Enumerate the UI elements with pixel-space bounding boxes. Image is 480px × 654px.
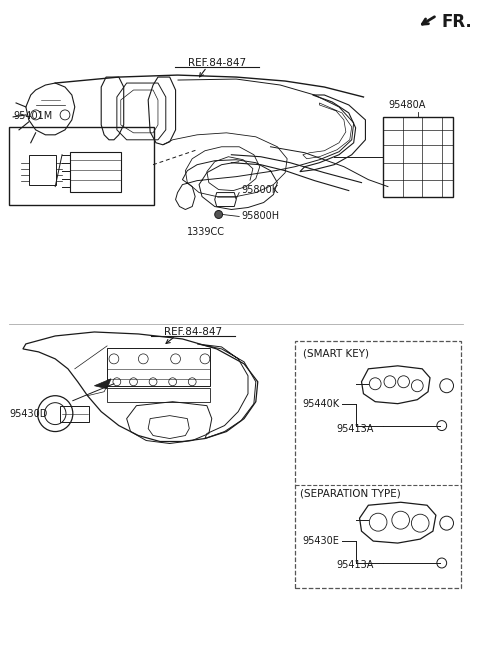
- Text: (SMART KEY): (SMART KEY): [303, 349, 369, 359]
- Bar: [60, 405, 89, 422]
- Text: 95800K: 95800K: [241, 184, 278, 195]
- Bar: [70, 152, 121, 192]
- Text: FR.: FR.: [442, 13, 472, 31]
- Text: REF.84-847: REF.84-847: [164, 327, 222, 337]
- Bar: [295, 341, 461, 588]
- Text: 1339CC: 1339CC: [187, 228, 225, 237]
- Text: 95440K: 95440K: [303, 399, 340, 409]
- Text: 95401M: 95401M: [13, 111, 52, 121]
- Text: 95413A: 95413A: [336, 424, 373, 434]
- Bar: [107, 388, 210, 402]
- Text: 95480A: 95480A: [388, 100, 425, 110]
- Bar: [107, 348, 210, 386]
- Text: REF.84-847: REF.84-847: [188, 58, 246, 68]
- Text: 95413A: 95413A: [336, 560, 373, 570]
- Text: 95430D: 95430D: [9, 409, 48, 419]
- Polygon shape: [95, 379, 111, 388]
- Text: 95800H: 95800H: [241, 211, 279, 222]
- Bar: [9, 127, 154, 205]
- Bar: [29, 155, 56, 184]
- Text: (SEPARATION TYPE): (SEPARATION TYPE): [300, 489, 401, 498]
- Bar: [383, 117, 454, 197]
- Circle shape: [215, 211, 223, 218]
- Text: 95430E: 95430E: [303, 536, 340, 546]
